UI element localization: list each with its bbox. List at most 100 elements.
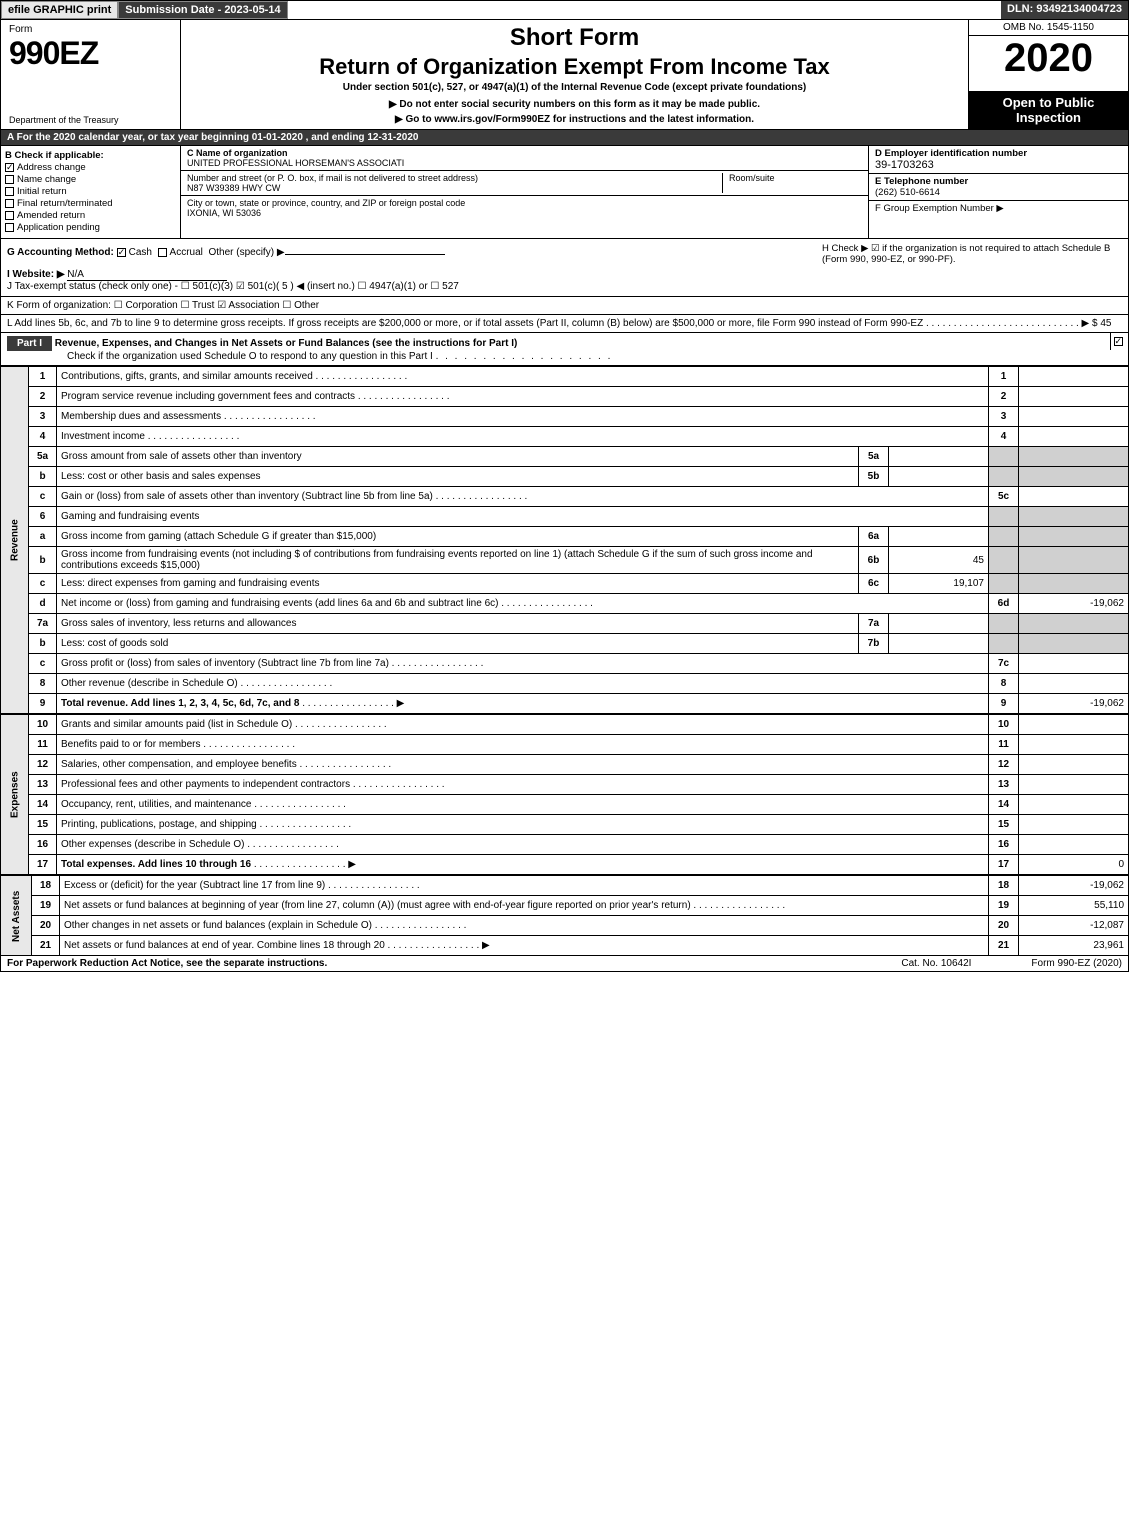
- check-label: Address change: [17, 162, 86, 173]
- line-desc: Other revenue (describe in Schedule O) .…: [57, 674, 989, 694]
- line-row: aGross income from gaming (attach Schedu…: [1, 527, 1129, 547]
- line-row: Net Assets18Excess or (deficit) for the …: [1, 876, 1129, 896]
- line-row: 17Total expenses. Add lines 10 through 1…: [1, 855, 1129, 875]
- line-row: 13Professional fees and other payments t…: [1, 775, 1129, 795]
- right-number: 8: [989, 674, 1019, 694]
- org-info-grid: B Check if applicable: Address changeNam…: [0, 146, 1129, 239]
- right-number: 21: [989, 936, 1019, 956]
- line-number: 19: [32, 896, 60, 916]
- line-number: c: [29, 574, 57, 594]
- section-a-tax-year: A For the 2020 calendar year, or tax yea…: [0, 130, 1129, 146]
- right-number: 20: [989, 916, 1019, 936]
- right-value: [1019, 527, 1129, 547]
- line-desc: Printing, publications, postage, and shi…: [57, 815, 989, 835]
- line-row: 16Other expenses (describe in Schedule O…: [1, 835, 1129, 855]
- website-value: N/A: [67, 269, 227, 281]
- right-number: 15: [989, 815, 1019, 835]
- sub-line-value: 19,107: [889, 574, 989, 594]
- line-number: 3: [29, 407, 57, 427]
- line-number: 9: [29, 694, 57, 714]
- right-value: [1019, 815, 1129, 835]
- col-b-check-applicable: B Check if applicable: Address changeNam…: [1, 146, 181, 238]
- right-number: 5c: [989, 487, 1019, 507]
- line-number: 4: [29, 427, 57, 447]
- line-number: 1: [29, 367, 57, 387]
- dln: DLN: 93492134004723: [1001, 1, 1128, 19]
- check-item: Application pending: [5, 222, 176, 233]
- row-g-h: G Accounting Method: Cash Accrual Other …: [0, 239, 1129, 297]
- row-h-schedule-b: H Check ▶ ☑ if the organization is not r…: [822, 243, 1122, 292]
- line-desc: Membership dues and assessments . . . . …: [57, 407, 989, 427]
- org-name-label: C Name of organization: [187, 148, 404, 158]
- right-number: [989, 527, 1019, 547]
- go-to-link[interactable]: ▶ Go to www.irs.gov/Form990EZ for instru…: [189, 114, 960, 125]
- checkbox[interactable]: [5, 175, 14, 184]
- checkbox[interactable]: [5, 199, 14, 208]
- sub-line-number: 7b: [859, 634, 889, 654]
- line-desc: Contributions, gifts, grants, and simila…: [57, 367, 989, 387]
- right-value: [1019, 407, 1129, 427]
- paperwork-notice: For Paperwork Reduction Act Notice, see …: [7, 958, 327, 969]
- right-number: [989, 634, 1019, 654]
- accrual-label: Accrual: [170, 247, 203, 258]
- header-right: OMB No. 1545-1150 2020 Open to Public In…: [968, 20, 1128, 129]
- line-row: 21Net assets or fund balances at end of …: [1, 936, 1129, 956]
- col-def: D Employer identification number 39-1703…: [868, 146, 1128, 238]
- side-label: Expenses: [1, 715, 29, 875]
- line-row: 3Membership dues and assessments . . . .…: [1, 407, 1129, 427]
- right-value: [1019, 634, 1129, 654]
- street-label: Number and street (or P. O. box, if mail…: [187, 173, 478, 183]
- right-number: [989, 614, 1019, 634]
- line-row: cGain or (loss) from sale of assets othe…: [1, 487, 1129, 507]
- line-row: bGross income from fundraising events (n…: [1, 547, 1129, 574]
- schedule-o-checkbox[interactable]: [1114, 337, 1123, 346]
- line-row: 11Benefits paid to or for members . . . …: [1, 735, 1129, 755]
- open-to-public: Open to Public Inspection: [969, 91, 1128, 129]
- right-value: [1019, 574, 1129, 594]
- checkbox[interactable]: [5, 223, 14, 232]
- other-specify-field[interactable]: [285, 243, 445, 255]
- right-value: -19,062: [1019, 694, 1129, 714]
- under-section: Under section 501(c), 527, or 4947(a)(1)…: [189, 82, 960, 93]
- line-number: 6: [29, 507, 57, 527]
- right-number: [989, 507, 1019, 527]
- ein-label: D Employer identification number: [875, 148, 1122, 159]
- line-number: 5a: [29, 447, 57, 467]
- right-number: 14: [989, 795, 1019, 815]
- line-row: 9Total revenue. Add lines 1, 2, 3, 4, 5c…: [1, 694, 1129, 714]
- line-number: 16: [29, 835, 57, 855]
- checkbox[interactable]: [5, 211, 14, 220]
- sub-line-value: [889, 614, 989, 634]
- line-number: a: [29, 527, 57, 547]
- part-1-subtitle: Check if the organization used Schedule …: [67, 351, 433, 362]
- short-form-title: Short Form: [189, 24, 960, 52]
- accrual-checkbox[interactable]: [158, 248, 167, 257]
- line-desc: Gross amount from sale of assets other t…: [57, 447, 859, 467]
- org-name: UNITED PROFESSIONAL HORSEMAN'S ASSOCIATI: [187, 158, 404, 168]
- line-number: 11: [29, 735, 57, 755]
- checkbox[interactable]: [5, 163, 14, 172]
- line-desc: Net assets or fund balances at beginning…: [60, 896, 989, 916]
- right-value: [1019, 755, 1129, 775]
- right-number: 11: [989, 735, 1019, 755]
- line-desc: Professional fees and other payments to …: [57, 775, 989, 795]
- city-value: IXONIA, WI 53036: [187, 208, 465, 218]
- line-number: 7a: [29, 614, 57, 634]
- phone-label: E Telephone number: [875, 176, 1122, 187]
- line-desc: Net income or (loss) from gaming and fun…: [57, 594, 989, 614]
- line-desc: Less: direct expenses from gaming and fu…: [57, 574, 859, 594]
- right-value: [1019, 507, 1129, 527]
- accounting-method-label: G Accounting Method:: [7, 247, 114, 258]
- cash-checkbox[interactable]: [117, 248, 126, 257]
- right-number: 1: [989, 367, 1019, 387]
- sub-line-number: 6c: [859, 574, 889, 594]
- right-value: [1019, 835, 1129, 855]
- right-value: -19,062: [1019, 876, 1129, 896]
- header-mid: Short Form Return of Organization Exempt…: [181, 20, 968, 129]
- line-number: 20: [32, 916, 60, 936]
- row-k-form-of-org: K Form of organization: ☐ Corporation ☐ …: [0, 297, 1129, 315]
- part-1-label: Part I: [7, 336, 52, 351]
- efile-print-button[interactable]: efile GRAPHIC print: [1, 1, 118, 19]
- form-number: 990EZ: [9, 35, 172, 72]
- checkbox[interactable]: [5, 187, 14, 196]
